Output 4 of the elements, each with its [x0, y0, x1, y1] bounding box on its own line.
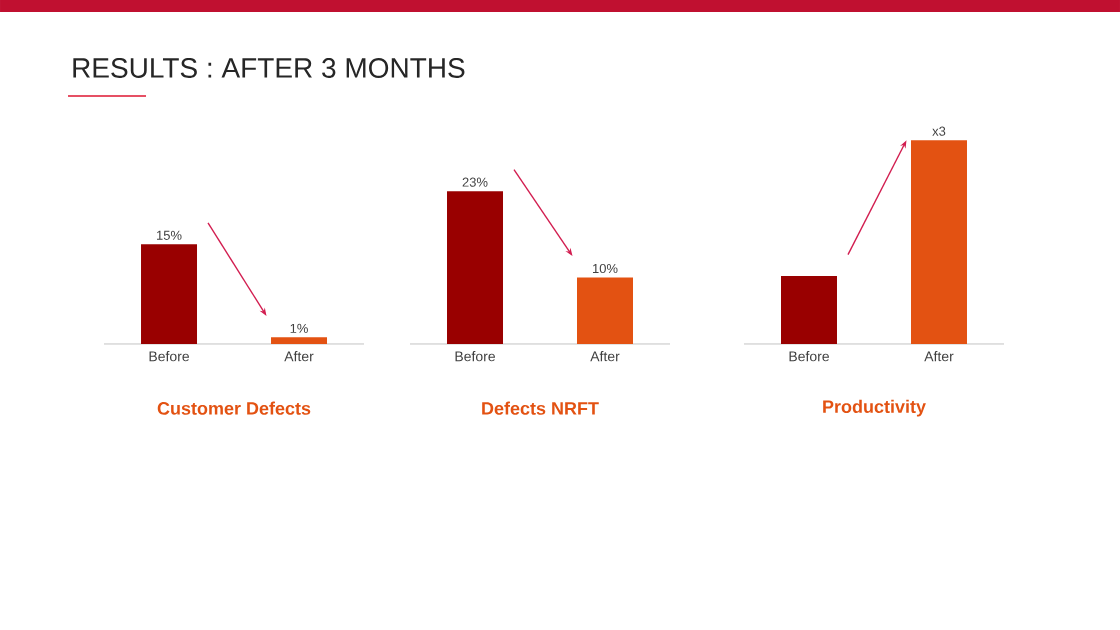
text: Defects NRFT: [482, 401, 599, 415]
text: Productivity: [823, 399, 926, 417]
text: Customer Defects: [157, 401, 311, 415]
text: RESULTS : AFTER 3 MONTHS: [73, 58, 465, 78]
